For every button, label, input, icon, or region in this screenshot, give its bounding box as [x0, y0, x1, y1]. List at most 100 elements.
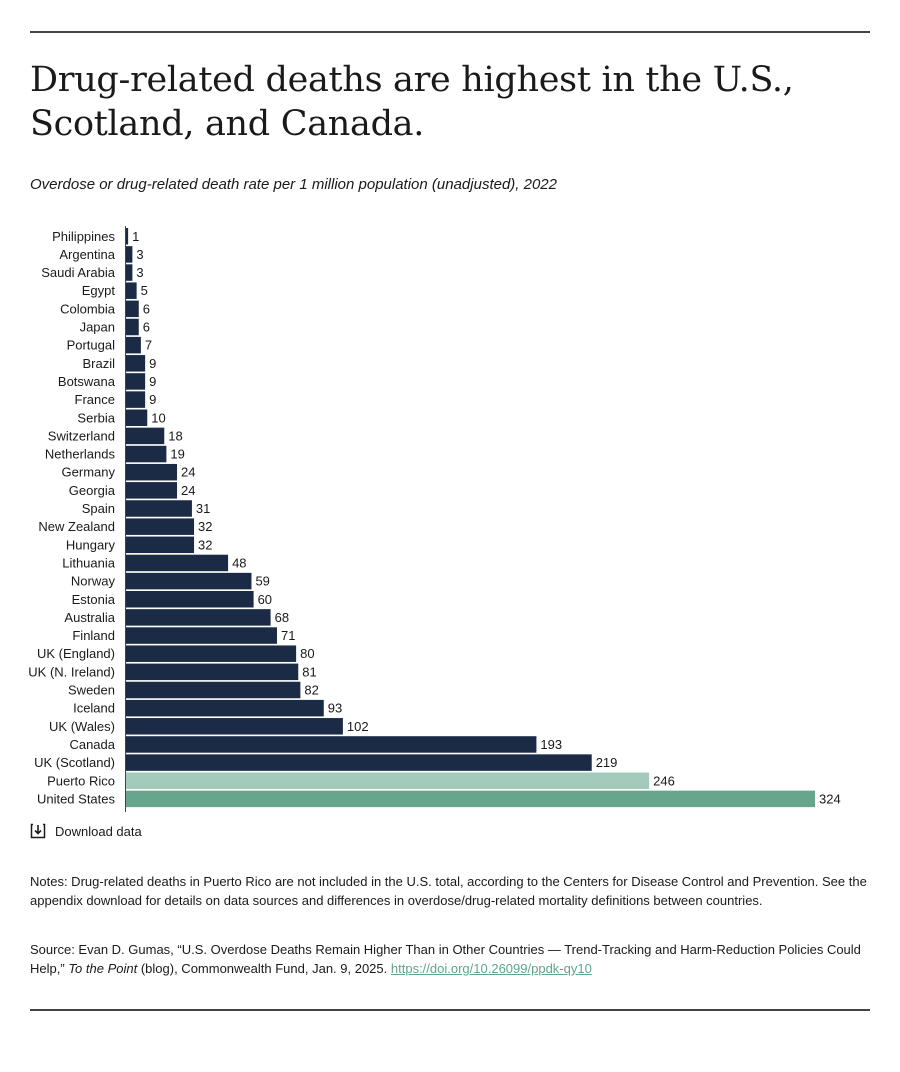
bar-hungary [126, 536, 195, 554]
category-label-germany: Germany [62, 465, 116, 480]
bar-australia [126, 609, 271, 626]
value-label-portugal: 7 [145, 338, 152, 353]
value-label-netherlands: 19 [170, 447, 184, 462]
category-label-colombia: Colombia [60, 301, 116, 316]
bar-serbia [126, 409, 148, 426]
download-data-button[interactable]: Download data [30, 823, 142, 839]
category-label-norway: Norway [71, 574, 116, 589]
bar-germany [126, 463, 178, 481]
chart-subtitle: Overdose or drug-related death rate per … [30, 176, 557, 193]
value-label-puerto-rico: 246 [653, 773, 675, 788]
bar-colombia [126, 300, 139, 318]
category-label-georgia: Georgia [69, 483, 116, 498]
category-label-uk-n-ireland: UK (N. Ireland) [28, 664, 115, 679]
value-label-botswana: 9 [149, 374, 156, 389]
value-label-hungary: 32 [198, 537, 212, 552]
bar-puerto-rico [126, 772, 650, 789]
category-label-switzerland: Switzerland [48, 428, 115, 443]
bar-switzerland [126, 427, 165, 445]
value-label-brazil: 9 [149, 356, 156, 371]
value-label-united-states: 324 [819, 791, 841, 806]
bar-argentina [126, 246, 133, 263]
bar-egypt [126, 282, 137, 299]
bar-uk-n-ireland [126, 663, 299, 681]
category-label-iceland: Iceland [73, 701, 115, 716]
bar-france [126, 391, 146, 408]
category-label-japan: Japan [80, 320, 115, 335]
bar-georgia [126, 482, 178, 499]
category-label-spain: Spain [82, 501, 115, 516]
download-icon [30, 823, 46, 839]
bar-finland [126, 627, 277, 644]
value-label-switzerland: 18 [168, 428, 182, 443]
category-label-argentina: Argentina [59, 247, 115, 262]
category-label-uk-wales: UK (Wales) [49, 719, 115, 734]
category-label-netherlands: Netherlands [45, 447, 116, 462]
source-suffix: (blog), Commonwealth Fund, Jan. 9, 2025. [140, 961, 388, 976]
bar-canada [126, 736, 537, 753]
category-label-saudi-arabia: Saudi Arabia [41, 265, 115, 280]
value-label-france: 9 [149, 392, 156, 407]
value-label-germany: 24 [181, 465, 195, 480]
bar-botswana [126, 373, 146, 390]
value-label-philippines: 1 [132, 229, 139, 244]
value-label-spain: 31 [196, 501, 210, 516]
category-label-philippines: Philippines [52, 229, 115, 244]
download-label: Download data [55, 823, 142, 839]
category-label-lithuania: Lithuania [62, 555, 116, 570]
source-publication: To the Point [68, 961, 138, 976]
value-label-egypt: 5 [141, 283, 148, 298]
value-label-canada: 193 [540, 737, 562, 752]
value-label-estonia: 60 [258, 592, 272, 607]
bar-sweden [126, 681, 301, 699]
bar-spain [126, 500, 192, 517]
category-label-france: France [75, 392, 115, 407]
category-label-finland: Finland [72, 628, 115, 643]
value-label-saudi-arabia: 3 [136, 265, 143, 280]
bar-philippines [126, 228, 129, 245]
value-label-new-zealand: 32 [198, 519, 212, 534]
bar-norway [126, 572, 252, 590]
bar-portugal [126, 336, 141, 354]
bottom-rule [30, 1009, 870, 1011]
value-label-uk-wales: 102 [347, 719, 369, 734]
value-label-iceland: 93 [328, 701, 342, 716]
category-label-canada: Canada [69, 737, 115, 752]
bar-new-zealand [126, 518, 195, 535]
category-label-brazil: Brazil [82, 356, 115, 371]
value-label-finland: 71 [281, 628, 295, 643]
value-label-colombia: 6 [143, 301, 150, 316]
value-label-serbia: 10 [151, 410, 165, 425]
bar-iceland [126, 699, 324, 717]
source-prefix: Source: Evan D. Gumas, “U.S. Overdose De… [30, 942, 861, 976]
category-label-puerto-rico: Puerto Rico [47, 773, 115, 788]
bar-uk-wales [126, 718, 343, 735]
chart-title: Drug-related deaths are highest in the U… [30, 60, 794, 144]
category-label-new-zealand: New Zealand [38, 519, 115, 534]
bar-united-states [126, 790, 815, 808]
value-label-japan: 6 [143, 320, 150, 335]
value-label-uk-scotland: 219 [596, 755, 618, 770]
value-label-australia: 68 [275, 610, 289, 625]
value-label-uk-england: 80 [300, 646, 314, 661]
category-label-sweden: Sweden [68, 683, 115, 698]
bar-estonia [126, 591, 254, 608]
category-label-uk-scotland: UK (Scotland) [34, 755, 115, 770]
category-label-australia: Australia [64, 610, 115, 625]
value-label-georgia: 24 [181, 483, 195, 498]
value-label-lithuania: 48 [232, 555, 246, 570]
category-label-egypt: Egypt [82, 283, 116, 298]
category-label-estonia: Estonia [72, 592, 116, 607]
value-label-norway: 59 [255, 574, 269, 589]
category-label-uk-england: UK (England) [37, 646, 115, 661]
bar-brazil [126, 355, 146, 372]
source-doi-link[interactable]: https://doi.org/10.26099/ppdk-qy10 [390, 961, 592, 976]
category-label-portugal: Portugal [67, 338, 116, 353]
value-label-uk-n-ireland: 81 [302, 664, 316, 679]
value-label-sweden: 82 [304, 683, 318, 698]
category-label-united-states: United States [37, 791, 116, 806]
bar-saudi-arabia [126, 264, 133, 281]
chart-source: Source: Evan D. Gumas, “U.S. Overdose De… [30, 940, 870, 978]
category-label-hungary: Hungary [66, 537, 116, 552]
bar-uk-scotland [126, 754, 592, 771]
